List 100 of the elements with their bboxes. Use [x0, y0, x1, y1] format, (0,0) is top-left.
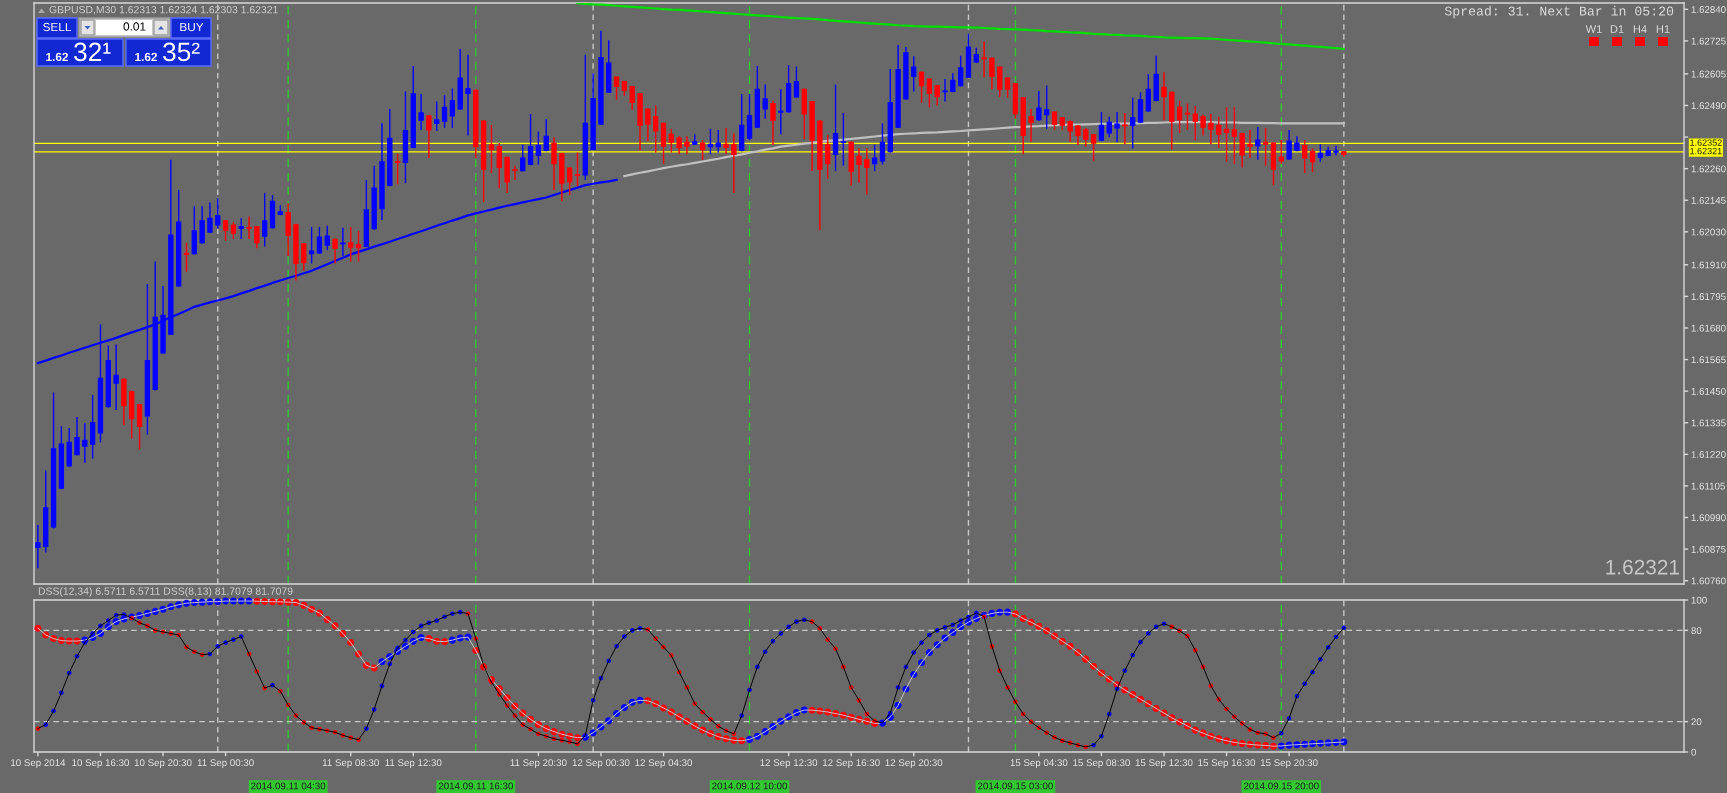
annotation: 35² — [163, 42, 200, 62]
text: 2014.09.15 20:00 — [1243, 782, 1319, 790]
y-tick-label: 1.61910 — [1691, 261, 1726, 269]
x-tick-label: 15 Sep 16:30 — [1198, 759, 1256, 769]
candlestick — [183, 242, 190, 273]
candlestick — [1106, 116, 1112, 139]
y-tick-label: 1.61565 — [1691, 356, 1726, 364]
candlestick — [1122, 112, 1128, 145]
candlestick — [496, 142, 502, 189]
candlestick — [246, 215, 252, 240]
candlestick — [989, 56, 995, 90]
candlestick — [1309, 147, 1316, 173]
y-tick-label: 1.61105 — [1691, 482, 1725, 490]
candlestick — [1130, 97, 1136, 150]
candlestick — [911, 55, 917, 93]
candlestick — [957, 55, 964, 88]
candlestick — [543, 118, 549, 153]
candlestick — [1075, 124, 1081, 146]
candlestick — [825, 134, 831, 180]
candlestick — [551, 136, 557, 191]
candlestick — [1176, 100, 1183, 134]
y-tick-label: 100 — [1691, 596, 1707, 604]
candlestick — [449, 87, 456, 129]
x-tick-label: 10 Sep 20:30 — [134, 759, 192, 769]
y-tick-label: 1.62260 — [1691, 165, 1726, 173]
y-tick-label: 1.61220 — [1691, 451, 1726, 458]
y-tick-label: 1.62605 — [1691, 70, 1726, 78]
candlestick — [238, 217, 244, 240]
x-tick-label: 10 Sep 2014 — [11, 759, 66, 769]
candlestick — [520, 144, 526, 173]
x-tick-label: 12 Sep 04:30 — [635, 759, 693, 769]
x-tick-label: 12 Sep 20:30 — [885, 759, 943, 769]
candlestick — [840, 112, 847, 167]
x-tick-label: 15 Sep 12:30 — [1135, 759, 1193, 769]
candlestick — [1114, 111, 1120, 143]
candlestick — [856, 147, 862, 184]
candlestick — [566, 166, 573, 196]
candlestick — [262, 192, 268, 248]
annotation: 0.01 — [123, 22, 146, 31]
candlestick — [1302, 139, 1308, 174]
candlestick — [629, 84, 635, 111]
annotation: BUY — [180, 22, 204, 32]
candlestick — [1161, 71, 1167, 121]
candlestick — [1239, 131, 1245, 169]
y-tick-label: 20 — [1691, 718, 1702, 726]
y-tick-label: 80 — [1691, 627, 1702, 635]
y-tick-label: 1.62840 — [1691, 6, 1726, 13]
y-tick-label: 1.62490 — [1691, 102, 1726, 110]
annotation: 32¹ — [74, 42, 111, 62]
candlestick — [1192, 105, 1198, 142]
candlestick — [668, 128, 674, 154]
annotation: H4 — [1633, 25, 1647, 33]
candlestick — [1004, 76, 1011, 99]
candlestick — [1051, 110, 1058, 131]
x-tick-label: 11 Sep 20:30 — [510, 759, 567, 769]
candlestick — [348, 226, 354, 263]
candlestick — [653, 104, 659, 154]
candlestick — [82, 422, 88, 464]
candlestick — [926, 77, 933, 109]
annotation: 1.62 — [46, 52, 69, 62]
x-tick-label: 15 Sep 20:30 — [1260, 759, 1318, 769]
y-tick-label: 1.61680 — [1691, 324, 1726, 332]
y-tick-label: 0 — [1691, 748, 1696, 756]
annotation: D1 — [1610, 25, 1624, 33]
text: 2014.09.15 03:00 — [978, 782, 1053, 790]
candlestick — [731, 132, 737, 194]
candlestick — [832, 83, 839, 172]
candlestick — [301, 242, 307, 272]
candlestick — [1098, 111, 1105, 142]
candlestick — [332, 237, 338, 265]
candlestick — [418, 93, 424, 131]
candlestick — [199, 205, 205, 245]
candlestick — [66, 427, 72, 468]
annotation: 1.62 — [135, 52, 158, 62]
y-tick-label: 1.60760 — [1691, 577, 1726, 585]
ref-line-label: 1.62321 — [1690, 147, 1722, 155]
y-tick-label: 1.61795 — [1691, 293, 1726, 300]
candlestick — [441, 94, 448, 129]
y-tick-label: 1.62030 — [1691, 228, 1726, 236]
annotation: H1 — [1656, 25, 1670, 33]
text: 2014.09.12 10:00 — [712, 782, 787, 790]
candlestick — [762, 83, 768, 120]
candlestick — [222, 219, 229, 242]
candlestick — [1145, 73, 1152, 113]
candlestick — [316, 226, 323, 255]
y-tick-label: 1.61335 — [1691, 419, 1726, 427]
x-tick-label: 11 Sep 12:30 — [385, 759, 442, 769]
candlestick — [942, 78, 948, 103]
candlestick — [340, 227, 346, 257]
candlestick — [426, 114, 432, 159]
candlestick — [308, 226, 315, 265]
candlestick — [1255, 126, 1261, 161]
annotation: SELL — [43, 22, 72, 32]
ref-line-label: 1.62352 — [1690, 139, 1722, 146]
candlestick — [1216, 116, 1222, 149]
candlestick — [676, 135, 682, 156]
candlestick — [918, 70, 925, 104]
candlestick — [434, 100, 440, 132]
annotation: Spread: 31. Next Bar in 05:20 — [1444, 5, 1674, 19]
x-tick-label: 12 Sep 12:30 — [760, 759, 818, 769]
